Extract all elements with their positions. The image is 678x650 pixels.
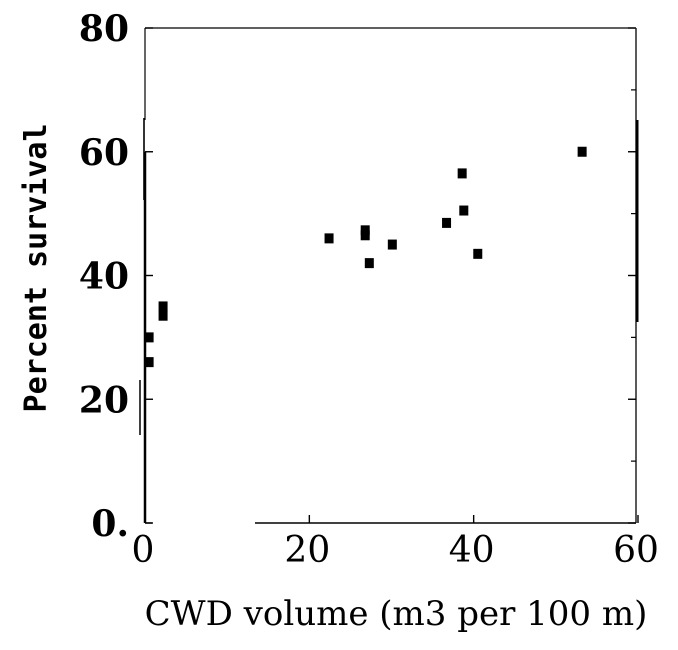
data-point (158, 310, 168, 321)
y-axis-title: Percent survival (19, 124, 54, 413)
data-point (387, 239, 397, 250)
data-point (473, 248, 483, 259)
x-tick-label: 60 (613, 530, 659, 571)
data-point (360, 230, 370, 241)
data-point (364, 258, 374, 269)
data-points (144, 146, 587, 368)
x-tick-label: 0 (132, 530, 155, 571)
y-tick-label: 60 (79, 132, 129, 174)
x-axis-title: CWD volume (m3 per 100 m) (145, 594, 648, 634)
data-point (158, 301, 168, 312)
axes (139, 27, 639, 524)
x-tick-label: 40 (449, 530, 495, 571)
tick-marks (144, 27, 639, 524)
tick-labels: 0. 20 40 60 80 0 20 40 60 (79, 8, 659, 571)
data-point (459, 205, 469, 216)
y-tick-label: 40 (79, 256, 129, 298)
data-point (442, 217, 452, 228)
x-tick-label: 20 (284, 530, 330, 571)
data-point (144, 357, 154, 368)
y-tick-label: 20 (79, 379, 129, 421)
y-tick-label: 80 (79, 8, 129, 50)
y-tick-label: 0. (91, 503, 129, 545)
data-point (144, 332, 154, 343)
data-point (577, 146, 587, 157)
data-point (324, 233, 334, 244)
data-point (457, 168, 467, 179)
